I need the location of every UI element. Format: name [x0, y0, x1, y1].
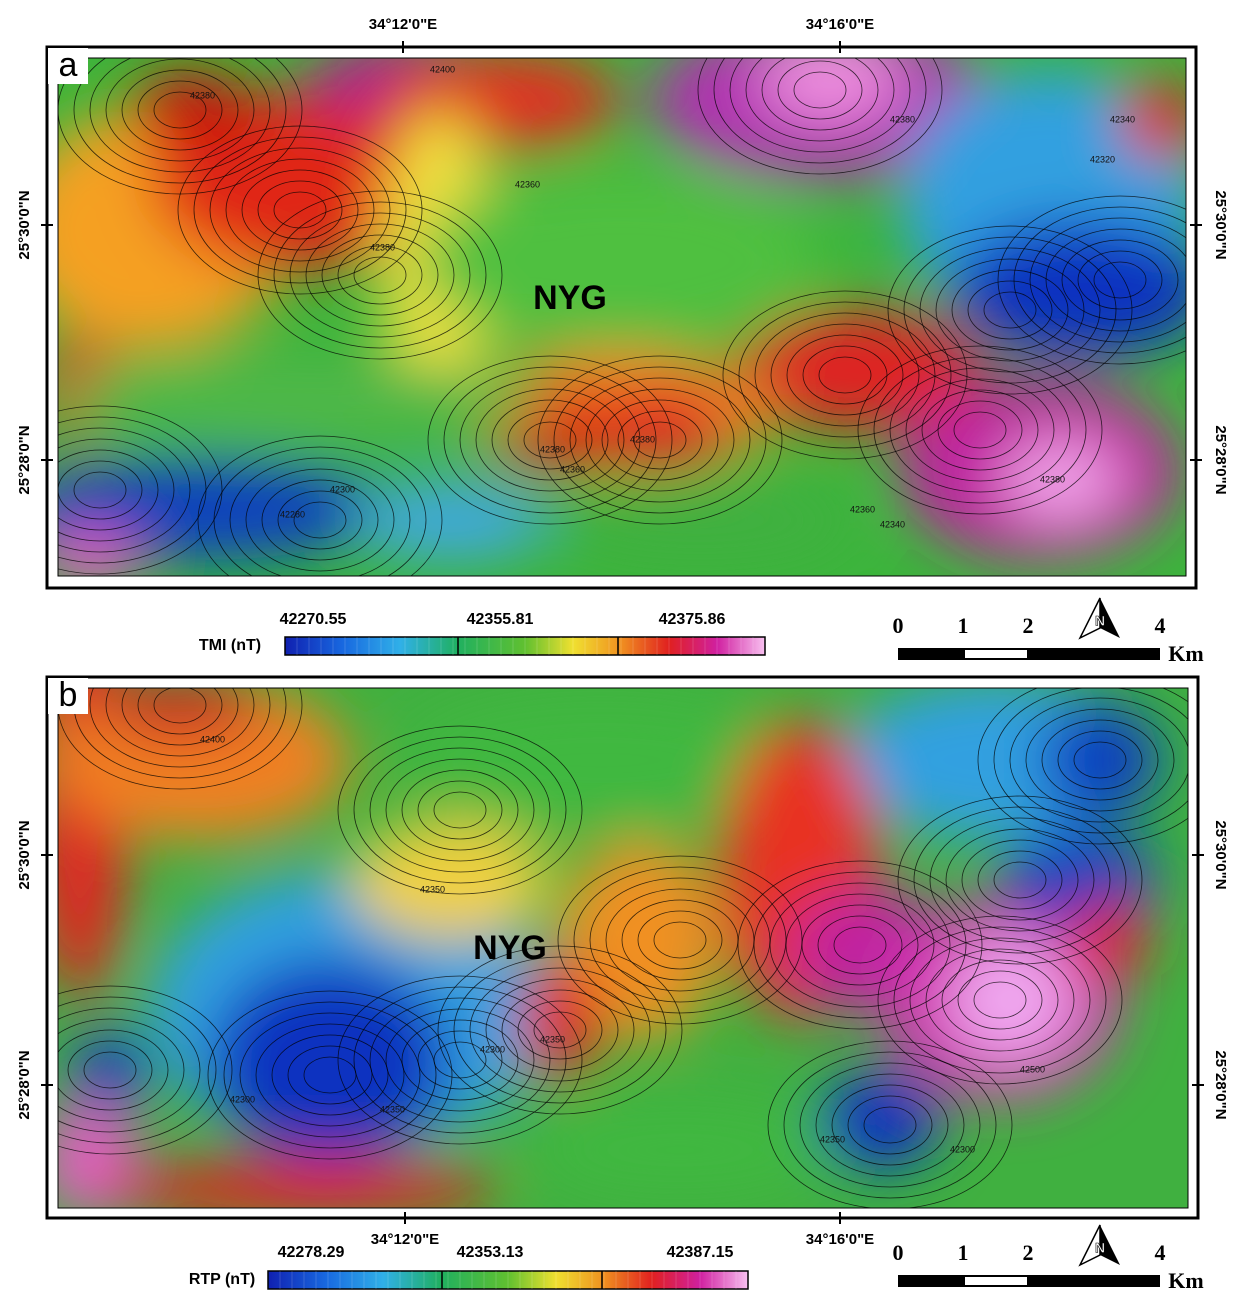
- latitude-label: 25°30'0"N: [16, 190, 33, 259]
- anomaly: [100, 680, 260, 740]
- longitude-label: 34°12'0"E: [369, 16, 437, 33]
- anomaly: [1070, 900, 1150, 980]
- anomaly: [210, 960, 450, 1160]
- contour-label: 42350: [380, 1104, 405, 1114]
- contour-label: 42300: [950, 1144, 975, 1154]
- anomaly: [520, 960, 600, 1080]
- colorbar-label: 42355.81: [467, 611, 534, 628]
- contour-label: 42340: [880, 519, 905, 529]
- contour-label: 42380: [370, 242, 395, 252]
- scale-tick: 4: [1155, 613, 1166, 638]
- colorbar-title: RTP (nT): [189, 1271, 255, 1288]
- colorbar-label: 42375.86: [659, 611, 726, 628]
- contour-label: 42380: [890, 114, 915, 124]
- scale-bar-white: [965, 1277, 1027, 1285]
- contour-label: 42380: [1040, 474, 1065, 484]
- contour-label: 42300: [230, 1094, 255, 1104]
- latitude-label: 25°30'0"N: [1212, 190, 1229, 259]
- region-label: NYG: [473, 929, 547, 967]
- contour-label: 42380: [630, 434, 655, 444]
- longitude-label: 34°16'0"E: [806, 16, 874, 33]
- colorbar-label: 42278.29: [278, 1244, 345, 1261]
- scale-bar: [898, 648, 1160, 660]
- contour-label: 42380: [190, 90, 215, 100]
- contour-label: 42360: [515, 179, 540, 189]
- scale-tick: 2: [1023, 1240, 1034, 1265]
- contour-label: 42350: [420, 884, 445, 894]
- colorbar-title: TMI (nT): [199, 637, 261, 654]
- latitude-label: 25°28'0"N: [16, 425, 33, 494]
- contour-label: 42360: [850, 504, 875, 514]
- contour-label: 42340: [1110, 114, 1135, 124]
- scale-tick: 2: [1023, 613, 1034, 638]
- contour-label: 42360: [560, 464, 585, 474]
- scale-tick: 4: [1155, 1240, 1166, 1265]
- scale-tick: 1: [958, 613, 969, 638]
- latitude-label: 25°28'0"N: [1212, 425, 1229, 494]
- anomaly: [550, 480, 850, 560]
- scale-tick: 0: [893, 613, 904, 638]
- colorbar-label: 42270.55: [280, 611, 347, 628]
- contour-label: 42280: [280, 509, 305, 519]
- anomaly: [350, 480, 550, 560]
- scale-bar: [898, 1275, 1160, 1287]
- scale-tick: 1: [958, 1240, 969, 1265]
- latitude-label: 25°28'0"N: [1212, 1050, 1229, 1119]
- colorbar-label: 42353.13: [457, 1244, 524, 1261]
- anomaly: [950, 940, 1070, 1060]
- contour-label: 42350: [820, 1134, 845, 1144]
- latitude-label: 25°30'0"N: [16, 820, 33, 889]
- scale-tick: 0: [893, 1240, 904, 1265]
- anomaly: [50, 360, 550, 440]
- longitude-label: 34°16'0"E: [806, 1231, 874, 1248]
- scale-unit: Km: [1168, 1268, 1203, 1292]
- longitude-label: 34°12'0"E: [371, 1231, 439, 1248]
- anomaly: [70, 1030, 150, 1110]
- contour-label: 42380: [540, 444, 565, 454]
- region-label: NYG: [533, 279, 607, 317]
- map-raster: 42400 42350 42350 42300 42350 42300 42350 42500…: [0, 600, 1222, 1220]
- latitude-label: 25°30'0"N: [1212, 820, 1229, 889]
- contour-label: 42300: [330, 484, 355, 494]
- panel-letter: b: [59, 676, 78, 714]
- figure: 4238042400423804236042380423404232042360…: [0, 0, 1234, 1292]
- contour-label: 42400: [200, 734, 225, 744]
- anomaly: [820, 1070, 940, 1170]
- scale-bar-white: [965, 650, 1027, 658]
- contour-label: 42320: [1090, 154, 1115, 164]
- scale-unit: Km: [1168, 641, 1203, 666]
- contour-label: 42300: [480, 1044, 505, 1054]
- contour-label: 42500: [1020, 1064, 1045, 1074]
- north-label: N: [1095, 1240, 1105, 1256]
- north-label: N: [1095, 613, 1105, 629]
- latitude-label: 25°28'0"N: [16, 1050, 33, 1119]
- colorbar-label: 42387.15: [667, 1244, 734, 1261]
- contour-label: 42400: [430, 64, 455, 74]
- contour-label: 42350: [540, 1034, 565, 1044]
- panel-letter: a: [59, 46, 78, 84]
- map-raster: 42380 42400 42380 42360 42380 42340 42320 42360…: [0, 6, 1234, 604]
